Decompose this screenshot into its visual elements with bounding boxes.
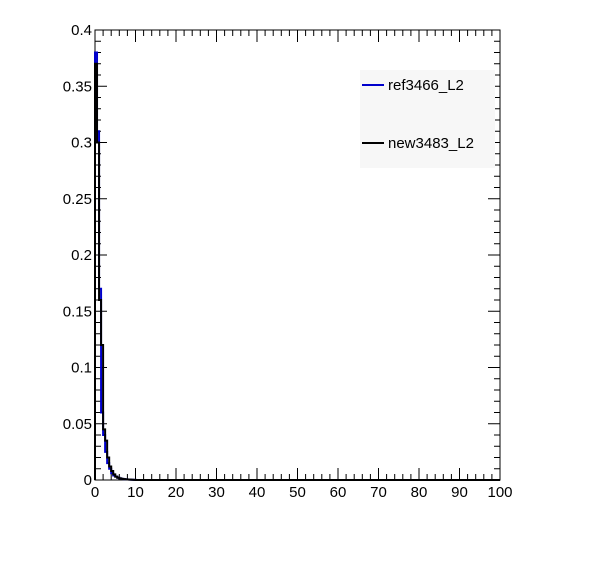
legend-label-0: ref3466_L2 (388, 77, 464, 94)
x-tick-label: 80 (411, 484, 428, 501)
x-tick-label: 0 (91, 484, 99, 501)
legend-label-1: new3483_L2 (388, 135, 474, 152)
x-tick-label: 30 (208, 484, 225, 501)
y-tick-label: 0.1 (71, 360, 92, 377)
x-tick-label: 20 (168, 484, 185, 501)
y-tick-label: 0.2 (71, 247, 92, 264)
y-tick-label: 0.25 (63, 191, 92, 208)
x-tick-label: 10 (127, 484, 144, 501)
y-tick-label: 0 (84, 472, 92, 489)
x-tick-label: 90 (451, 484, 468, 501)
y-tick-label: 0.3 (71, 135, 92, 152)
series-line-1 (94, 62, 500, 481)
y-tick-label: 0.05 (63, 416, 92, 433)
legend-box (360, 70, 495, 168)
x-tick-label: 100 (487, 484, 512, 501)
y-tick-label: 0.4 (71, 22, 92, 39)
y-tick-label: 0.35 (63, 78, 92, 95)
x-tick-label: 50 (289, 484, 306, 501)
x-tick-label: 70 (370, 484, 387, 501)
y-tick-label: 0.15 (63, 303, 92, 320)
x-tick-label: 60 (330, 484, 347, 501)
x-tick-label: 40 (249, 484, 266, 501)
